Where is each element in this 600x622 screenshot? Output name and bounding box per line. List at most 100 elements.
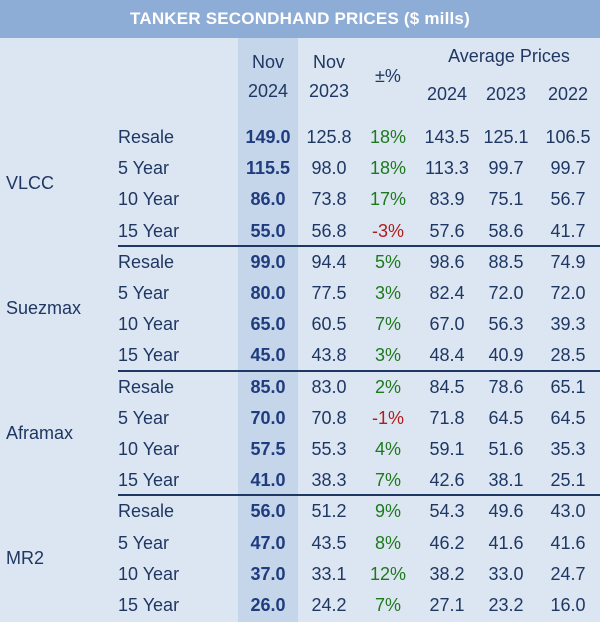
nov-2023-price: 56.8 — [311, 220, 347, 241]
nov-2023-price: 38.3 — [311, 470, 347, 491]
nov-2024-price: 70.0 — [250, 407, 286, 428]
avg-2024-price: 113.3 — [425, 158, 469, 179]
table-row: Resale 85.0 83.0 2% 84.5 78.6 65.1 — [0, 372, 600, 402]
avg-2022-price: 35.3 — [550, 439, 586, 459]
header-avg-2022: 2022 — [547, 84, 589, 104]
nov-2023-price: 33.1 — [311, 563, 347, 584]
avg-2024-price: 71.8 — [429, 407, 465, 428]
avg-2024-price: 143.5 — [424, 127, 470, 147]
avg-2022-price: 99.7 — [550, 158, 586, 179]
age-category: 15 Year — [118, 220, 180, 241]
table-row: 5 Year 115.5 98.0 18% 113.3 99.7 99.7 — [0, 153, 600, 183]
avg-2023-price: 40.9 — [488, 345, 524, 366]
avg-2023-price: 125.1 — [483, 127, 529, 147]
change-pct: 18% — [369, 127, 407, 147]
avg-2022-price: 43.0 — [550, 501, 586, 522]
age-category: 15 Year — [118, 595, 180, 615]
avg-2024-price: 98.6 — [429, 251, 465, 272]
table-row: 5 Year 70.0 70.8 -1% 71.8 64.5 64.5 — [0, 403, 600, 433]
nov-2024-price: 85.0 — [250, 376, 286, 397]
nov-2024-price: 65.0 — [250, 314, 286, 335]
change-pct: 12% — [369, 563, 407, 584]
nov-2024-column-highlight — [238, 38, 298, 622]
avg-2023-price: 72.0 — [488, 283, 524, 303]
avg-2024-price: 42.6 — [429, 470, 465, 491]
nov-2024-price: 26.0 — [250, 595, 286, 615]
avg-2024-price: 38.2 — [429, 563, 465, 584]
age-category: 15 Year — [118, 345, 180, 366]
change-pct: -1% — [371, 407, 404, 428]
avg-2023-price: 41.6 — [488, 532, 524, 553]
avg-2023-price: 33.0 — [488, 563, 524, 584]
header-average-prices: Average Prices — [448, 46, 570, 66]
table-row: 15 Year 45.0 43.8 3% 48.4 40.9 28.5 — [0, 340, 600, 370]
change-pct: 4% — [374, 439, 401, 459]
age-category: 15 Year — [118, 470, 180, 491]
table-body-background — [0, 38, 600, 622]
table-row: 10 Year 86.0 73.8 17% 83.9 75.1 56.7 — [0, 184, 600, 214]
table-row: Resale 99.0 94.4 5% 98.6 88.5 74.9 — [0, 247, 600, 277]
age-category: 5 Year — [118, 532, 170, 553]
change-pct: 2% — [374, 376, 401, 397]
change-pct: 7% — [374, 314, 401, 335]
avg-2022-price: 25.1 — [550, 470, 586, 491]
avg-2023-price: 51.6 — [488, 439, 524, 459]
nov-2023-price: 83.0 — [311, 376, 347, 397]
change-pct: 9% — [374, 501, 401, 522]
nov-2024-price: 80.0 — [250, 283, 286, 303]
change-pct: 18% — [369, 158, 407, 179]
age-category: 5 Year — [118, 158, 170, 179]
nov-2023-price: 60.5 — [311, 314, 347, 335]
nov-2023-price: 94.4 — [311, 251, 347, 272]
avg-2023-price: 56.3 — [488, 314, 524, 335]
nov-2023-price: 43.8 — [311, 345, 347, 366]
vessel-label: MR2 — [6, 547, 45, 568]
change-pct: 17% — [369, 189, 407, 210]
change-pct: 8% — [374, 532, 401, 553]
table-row: 15 Year 41.0 38.3 7% 42.6 38.1 25.1 — [0, 465, 600, 495]
avg-2022-price: 74.9 — [550, 251, 586, 272]
nov-2023-price: 77.5 — [311, 283, 347, 303]
nov-2024-price: 55.0 — [250, 220, 286, 241]
change-pct: 3% — [374, 345, 401, 366]
change-pct: -3% — [371, 220, 404, 241]
header-nov2023-year: 2023 — [308, 81, 350, 101]
avg-2023-price: 78.6 — [488, 376, 524, 397]
avg-2022-price: 56.7 — [550, 189, 586, 210]
header-nov2024-month: Nov — [251, 52, 284, 72]
avg-2023-price: 58.6 — [488, 220, 524, 241]
avg-2022-price: 28.5 — [550, 345, 586, 366]
nov-2024-price: 99.0 — [250, 251, 286, 272]
nov-2023-price: 51.2 — [311, 501, 347, 522]
avg-2022-price: 64.5 — [550, 407, 586, 428]
age-category: Resale — [118, 501, 175, 522]
nov-2023-price: 98.0 — [311, 158, 347, 179]
age-category: Resale — [118, 376, 175, 397]
table-row: 10 Year 57.5 55.3 4% 59.1 51.6 35.3 — [0, 434, 600, 464]
avg-2024-price: 84.5 — [429, 376, 465, 397]
age-category: 10 Year — [118, 314, 180, 335]
nov-2024-price: 57.5 — [250, 439, 286, 459]
avg-2024-price: 59.1 — [429, 439, 465, 459]
nov-2024-price: 41.0 — [250, 470, 286, 491]
avg-2023-price: 75.1 — [488, 189, 524, 210]
vessel-label: Aframax — [6, 423, 74, 443]
avg-2022-price: 41.7 — [550, 220, 586, 241]
header-avg-2024: 2024 — [426, 84, 468, 104]
nov-2023-price: 125.8 — [306, 127, 352, 147]
age-category: 10 Year — [118, 189, 180, 210]
group-separator — [118, 244, 600, 247]
avg-2023-price: 49.6 — [488, 501, 524, 522]
avg-2023-price: 64.5 — [488, 407, 524, 428]
avg-2024-price: 54.3 — [429, 501, 465, 522]
avg-2022-price: 39.3 — [550, 314, 586, 335]
table-row: 5 Year 80.0 77.5 3% 82.4 72.0 72.0 — [0, 278, 600, 308]
nov-2024-price: 56.0 — [250, 501, 286, 522]
age-category: 5 Year — [118, 407, 170, 428]
avg-2024-price: 82.4 — [429, 283, 465, 303]
avg-2023-price: 99.7 — [488, 158, 524, 179]
avg-2022-price: 72.0 — [550, 283, 586, 303]
table-row: 5 Year 47.0 43.5 8% 46.2 41.6 41.6 — [0, 528, 600, 558]
avg-2024-price: 46.2 — [429, 532, 465, 553]
